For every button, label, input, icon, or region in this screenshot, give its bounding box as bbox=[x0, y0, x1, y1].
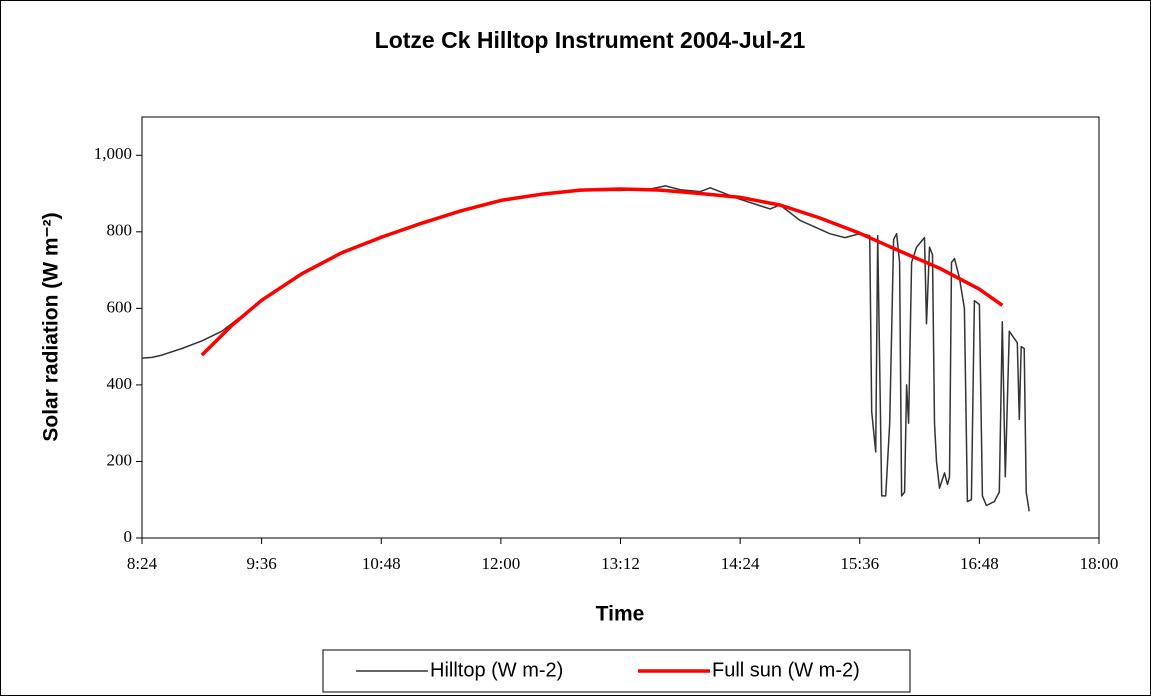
y-tick-label: 0 bbox=[124, 527, 133, 546]
x-tick-label: 18:00 bbox=[1080, 554, 1119, 573]
x-tick-label: 14:24 bbox=[721, 554, 760, 573]
x-tick-label: 9:36 bbox=[247, 554, 277, 573]
legend-label: Hilltop (W m-2) bbox=[430, 659, 563, 681]
x-tick-label: 13:12 bbox=[601, 554, 640, 573]
legend-label: Full sun (W m-2) bbox=[712, 659, 860, 681]
y-axis-label: Solar radiation (W m⁻²) bbox=[40, 212, 63, 441]
y-tick-label: 800 bbox=[107, 221, 133, 240]
y-tick-label: 200 bbox=[107, 450, 133, 469]
x-tick-label: 12:00 bbox=[482, 554, 521, 573]
plot-area bbox=[141, 116, 1100, 539]
x-tick-label: 10:48 bbox=[362, 554, 401, 573]
x-axis-label: Time bbox=[596, 603, 645, 626]
series-line bbox=[200, 187, 1004, 357]
chart-title: Lotze Ck Hilltop Instrument 2004-Jul-21 bbox=[375, 27, 806, 53]
y-tick-label: 1,000 bbox=[94, 144, 132, 163]
x-tick-label: 16:48 bbox=[960, 554, 999, 573]
x-tick-label: 15:36 bbox=[840, 554, 879, 573]
y-tick-label: 400 bbox=[107, 374, 133, 393]
x-tick-label: 8:24 bbox=[127, 554, 158, 573]
y-tick-label: 600 bbox=[107, 297, 133, 316]
